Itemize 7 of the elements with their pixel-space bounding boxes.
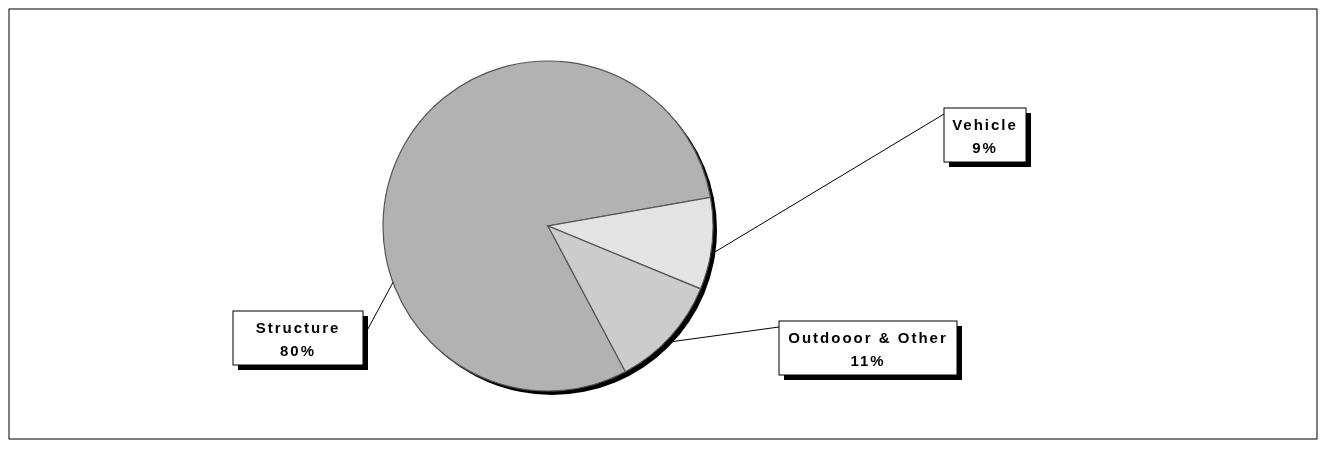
pie-slice <box>382 60 712 392</box>
data-label: 9% <box>972 139 998 156</box>
data-label: 11% <box>850 352 886 369</box>
data-label: 80% <box>279 342 317 359</box>
slice-label: Structure <box>255 319 341 336</box>
slice-label: Vehicle <box>952 116 1018 133</box>
slice-label: Outdooor & Other <box>788 329 948 346</box>
